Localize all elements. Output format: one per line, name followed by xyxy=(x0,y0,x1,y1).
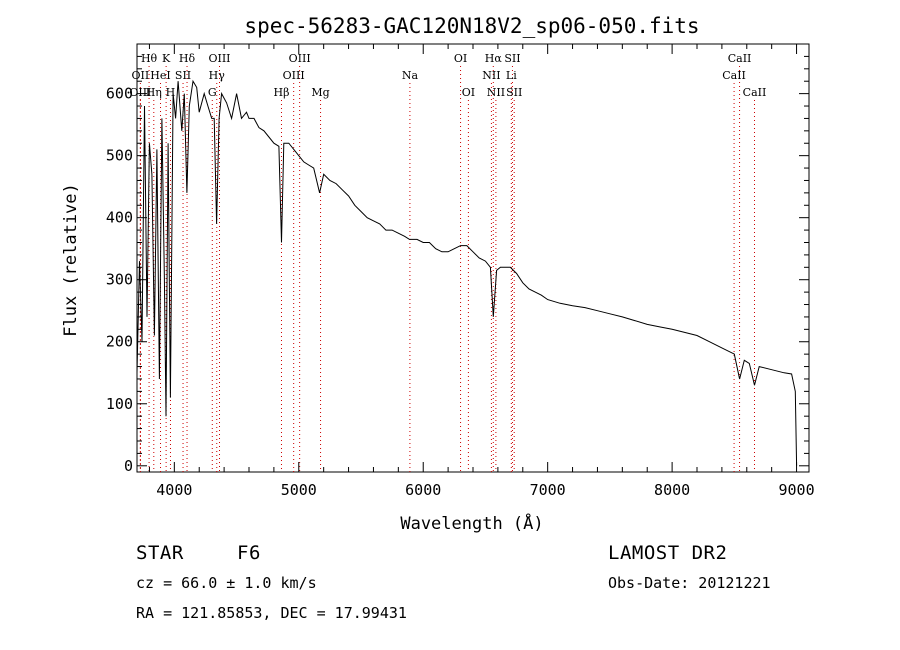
chart-title: spec-56283-GAC120N18V2_sp06-050.fits xyxy=(244,14,699,38)
spectral-line-label: NII xyxy=(487,86,505,99)
spectral-line-label: OIII xyxy=(208,52,230,65)
spectral-line-label: Hθ xyxy=(141,52,158,65)
coordinates: RA = 121.85853, DEC = 17.99431 xyxy=(136,604,407,622)
spectral-line-label: SII xyxy=(506,86,522,99)
y-tick-label: 600 xyxy=(106,85,133,103)
y-tick-label: 400 xyxy=(106,209,133,227)
spectral-line-label: Mg xyxy=(311,86,329,99)
spectral-line-label: OIII xyxy=(283,69,305,82)
x-tick-label: 7000 xyxy=(530,481,566,499)
spectral-line-label: OIII xyxy=(129,86,151,99)
spectral-line-label: CaII xyxy=(722,69,746,82)
y-tick-label: 0 xyxy=(124,457,133,475)
spectral-line-label: Hβ xyxy=(274,86,290,99)
survey-name: LAMOST DR2 xyxy=(608,542,728,564)
axis-ticks: 4000 5000 6000 7000 8000 9000 0 100 200 300 400 500… xyxy=(106,44,815,499)
spectral-line-label: CaII xyxy=(743,86,767,99)
plot-frame xyxy=(136,43,810,473)
spectral-line-label: OI xyxy=(454,52,467,65)
redshift-velocity: cz = 66.0 ± 1.0 km/s xyxy=(136,574,317,592)
y-tick-label: 200 xyxy=(106,333,133,351)
object-class: STAR xyxy=(136,542,184,564)
y-tick-label: 500 xyxy=(106,147,133,165)
spectral-line-label: G xyxy=(208,86,217,99)
spectral-line-label: Na xyxy=(402,69,419,82)
spectral-line-label: Hα xyxy=(485,52,503,65)
spectrum-series-line xyxy=(136,79,798,466)
x-axis-label: Wavelength (Å) xyxy=(400,512,543,534)
spectral-line-label: CaII xyxy=(728,52,752,65)
spectral-line-label: H xyxy=(166,86,176,99)
y-tick-label: 100 xyxy=(106,395,133,413)
y-axis-label: Flux (relative) xyxy=(61,183,81,337)
spectral-line-label: Hδ xyxy=(179,52,196,65)
spectral-line-label: OII xyxy=(132,69,150,82)
spectral-line-label: OI xyxy=(462,86,475,99)
spectral-line-label: K xyxy=(162,52,171,65)
spectral-line-label: OIII xyxy=(289,52,311,65)
object-subclass: F6 xyxy=(237,542,261,564)
spectral-line-label: Li xyxy=(506,69,517,82)
spectral-line-label: SII xyxy=(504,52,520,65)
x-tick-label: 5000 xyxy=(281,481,317,499)
x-tick-label: 4000 xyxy=(156,481,192,499)
spectral-line-label: Hη xyxy=(146,86,162,99)
spectral-line-label: NII xyxy=(482,69,500,82)
spectral-line-label: Hγ xyxy=(209,69,226,82)
spectral-line-label: HeI xyxy=(150,69,170,82)
x-tick-label: 8000 xyxy=(654,481,690,499)
observation-date: Obs-Date: 20121221 xyxy=(608,574,771,592)
x-tick-label: 9000 xyxy=(778,481,814,499)
x-tick-label: 6000 xyxy=(405,481,441,499)
y-tick-label: 300 xyxy=(106,271,133,289)
spectral-line-markers: Hθ OII OIII K HeI Hη H Hδ SII OIII Hγ G Hβ OIII OIII Mg… xyxy=(129,52,766,472)
spectral-line-label: SII xyxy=(175,69,191,82)
